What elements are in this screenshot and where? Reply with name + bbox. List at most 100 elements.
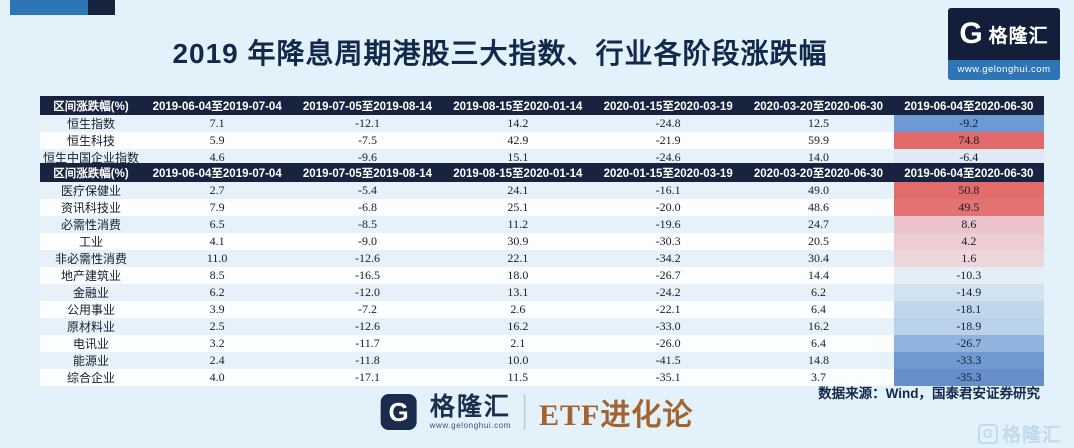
footer-divider <box>524 394 526 430</box>
value-cell: -24.2 <box>655 285 681 299</box>
value-cell: -14.9 <box>893 284 1044 301</box>
value-cell: -12.0 <box>354 285 380 299</box>
value-cell: -34.2 <box>655 251 681 265</box>
table-row: 能源业 2.4 -11.8 10.0 -41.5 14.8 -33.3 <box>40 352 1044 369</box>
row-label: 必需性消费 <box>60 218 121 232</box>
value-cell: 49.5 <box>893 199 1044 216</box>
value-cell: -9.6 <box>357 150 377 164</box>
column-header: 2019-06-04至2019-07-04 <box>142 96 293 115</box>
row-label: 综合企业 <box>66 371 115 385</box>
value-cell: 48.6 <box>807 200 829 214</box>
row-label: 恒生科技 <box>66 134 115 148</box>
column-header: 2020-03-20至2020-06-30 <box>743 96 894 115</box>
column-header: 2019-08-15至2020-01-14 <box>442 163 593 182</box>
value-cell: 22.1 <box>507 251 529 265</box>
table-header-row: 区间涨跌幅(%) 2019-06-04至2019-07-04 2019-07-05至… <box>40 96 1044 115</box>
column-header: 区间涨跌幅(%) <box>40 96 142 115</box>
table-header-row: 区间涨跌幅(%) 2019-06-04至2019-07-04 2019-07-05至… <box>40 163 1044 182</box>
value-cell: 1.6 <box>893 250 1044 267</box>
row-label: 非必需性消费 <box>54 252 127 266</box>
value-cell: 24.7 <box>807 217 829 231</box>
footer-brand-url: www.gelonghui.com <box>429 420 511 430</box>
column-header: 2019-08-15至2020-01-14 <box>442 96 593 115</box>
row-label: 工业 <box>78 235 103 249</box>
value-cell: 24.1 <box>507 183 529 197</box>
footer: G 格隆汇 www.gelonghui.com ETF进化论 数据来源：Wind… <box>0 380 1074 448</box>
column-header: 2020-01-15至2020-03-19 <box>592 163 744 182</box>
value-cell: -18.1 <box>893 301 1044 318</box>
value-cell: -24.6 <box>655 150 681 164</box>
value-cell: -16.1 <box>655 183 681 197</box>
value-cell: 20.5 <box>807 234 829 248</box>
row-label: 金融业 <box>72 286 109 300</box>
value-cell: 50.8 <box>893 182 1044 199</box>
value-cell: 14.0 <box>807 150 829 164</box>
value-cell: 15.1 <box>507 150 529 164</box>
value-cell: -35.3 <box>893 369 1044 386</box>
table-row: 恒生中国企业指数 4.6 -9.6 15.1 -24.6 14.0 -6.4 <box>40 149 1044 166</box>
row-label: 资讯科技业 <box>60 201 121 215</box>
value-cell: 7.1 <box>209 116 225 130</box>
table-row: 公用事业 3.9 -7.2 2.6 -22.1 6.4 -18.1 <box>40 301 1044 318</box>
value-cell: -26.0 <box>655 336 681 350</box>
data-source-note: 数据来源：Wind，国泰君安证券研究 <box>818 386 1040 401</box>
value-cell: -6.8 <box>357 200 377 214</box>
column-header: 2019-07-05至2019-08-14 <box>292 96 443 115</box>
table-row: 非必需性消费 11.0 -12.6 22.1 -34.2 30.4 1.6 <box>40 250 1044 267</box>
value-cell: 4.2 <box>893 233 1044 250</box>
decor-bar-blue <box>10 0 88 15</box>
value-cell: -9.0 <box>357 234 377 248</box>
value-cell: -10.3 <box>893 267 1044 284</box>
table-row: 综合企业 4.0 -17.1 11.5 -35.1 3.7 -35.3 <box>40 369 1044 386</box>
value-cell: 7.9 <box>209 200 225 214</box>
value-cell: -7.5 <box>357 133 377 147</box>
column-header: 2019-06-04至2020-06-30 <box>893 96 1044 115</box>
value-cell: -33.3 <box>893 352 1044 369</box>
value-cell: 2.7 <box>209 183 225 197</box>
value-cell: 14.4 <box>807 268 829 282</box>
value-cell: 25.1 <box>507 200 529 214</box>
footer-channel-name: ETF进化论 <box>539 399 694 432</box>
value-cell: -19.6 <box>655 217 681 231</box>
value-cell: 59.9 <box>807 133 829 147</box>
value-cell: 6.2 <box>810 285 826 299</box>
value-cell: 8.6 <box>893 216 1044 233</box>
value-cell: -6.4 <box>893 149 1044 166</box>
value-cell: 12.5 <box>807 116 829 130</box>
value-cell: -12.6 <box>354 319 380 333</box>
value-cell: -16.5 <box>354 268 380 282</box>
column-header: 2020-03-20至2020-06-30 <box>743 163 894 182</box>
value-cell: -26.7 <box>655 268 681 282</box>
value-cell: -9.2 <box>893 115 1044 132</box>
value-cell: -18.9 <box>893 318 1044 335</box>
value-cell: 42.9 <box>507 133 529 147</box>
watermark-name: 格隆汇 <box>1001 425 1062 446</box>
value-cell: -30.3 <box>655 234 681 248</box>
table-row: 必需性消费 6.5 -8.5 11.2 -19.6 24.7 8.6 <box>40 216 1044 233</box>
gelonghui-logo-url: www.gelonghui.com <box>948 60 1060 80</box>
value-cell: -12.6 <box>354 251 380 265</box>
watermark-g-icon: G <box>977 423 998 444</box>
value-cell: 16.2 <box>507 319 529 333</box>
table-row: 原材料业 2.5 -12.6 16.2 -33.0 16.2 -18.9 <box>40 318 1044 335</box>
value-cell: -21.9 <box>655 133 681 147</box>
table-row: 地产建筑业 8.5 -16.5 18.0 -26.7 14.4 -10.3 <box>40 267 1044 284</box>
page-title: 2019 年降息周期港股三大指数、行业各阶段涨跌幅 <box>172 38 828 69</box>
value-cell: -11.7 <box>355 336 380 350</box>
table-row: 恒生指数 7.1 -12.1 14.2 -24.8 12.5 -9.2 <box>40 115 1044 132</box>
value-cell: -33.0 <box>655 319 681 333</box>
value-cell: 49.0 <box>807 183 829 197</box>
row-label: 能源业 <box>72 354 109 368</box>
value-cell: 14.8 <box>807 353 829 367</box>
value-cell: -17.1 <box>354 370 380 384</box>
watermark: G 格隆汇 <box>977 420 1062 447</box>
row-label: 医疗保健业 <box>60 184 121 198</box>
value-cell: -7.2 <box>357 302 377 316</box>
table-row: 恒生科技 5.9 -7.5 42.9 -21.9 59.9 74.8 <box>40 132 1044 149</box>
value-cell: -24.8 <box>655 116 681 130</box>
value-cell: 11.0 <box>206 251 228 265</box>
value-cell: -20.0 <box>655 200 681 214</box>
footer-brand-name: 格隆汇 <box>429 392 511 421</box>
table-row: 医疗保健业 2.7 -5.4 24.1 -16.1 49.0 50.8 <box>40 182 1044 199</box>
value-cell: -26.7 <box>893 335 1044 352</box>
